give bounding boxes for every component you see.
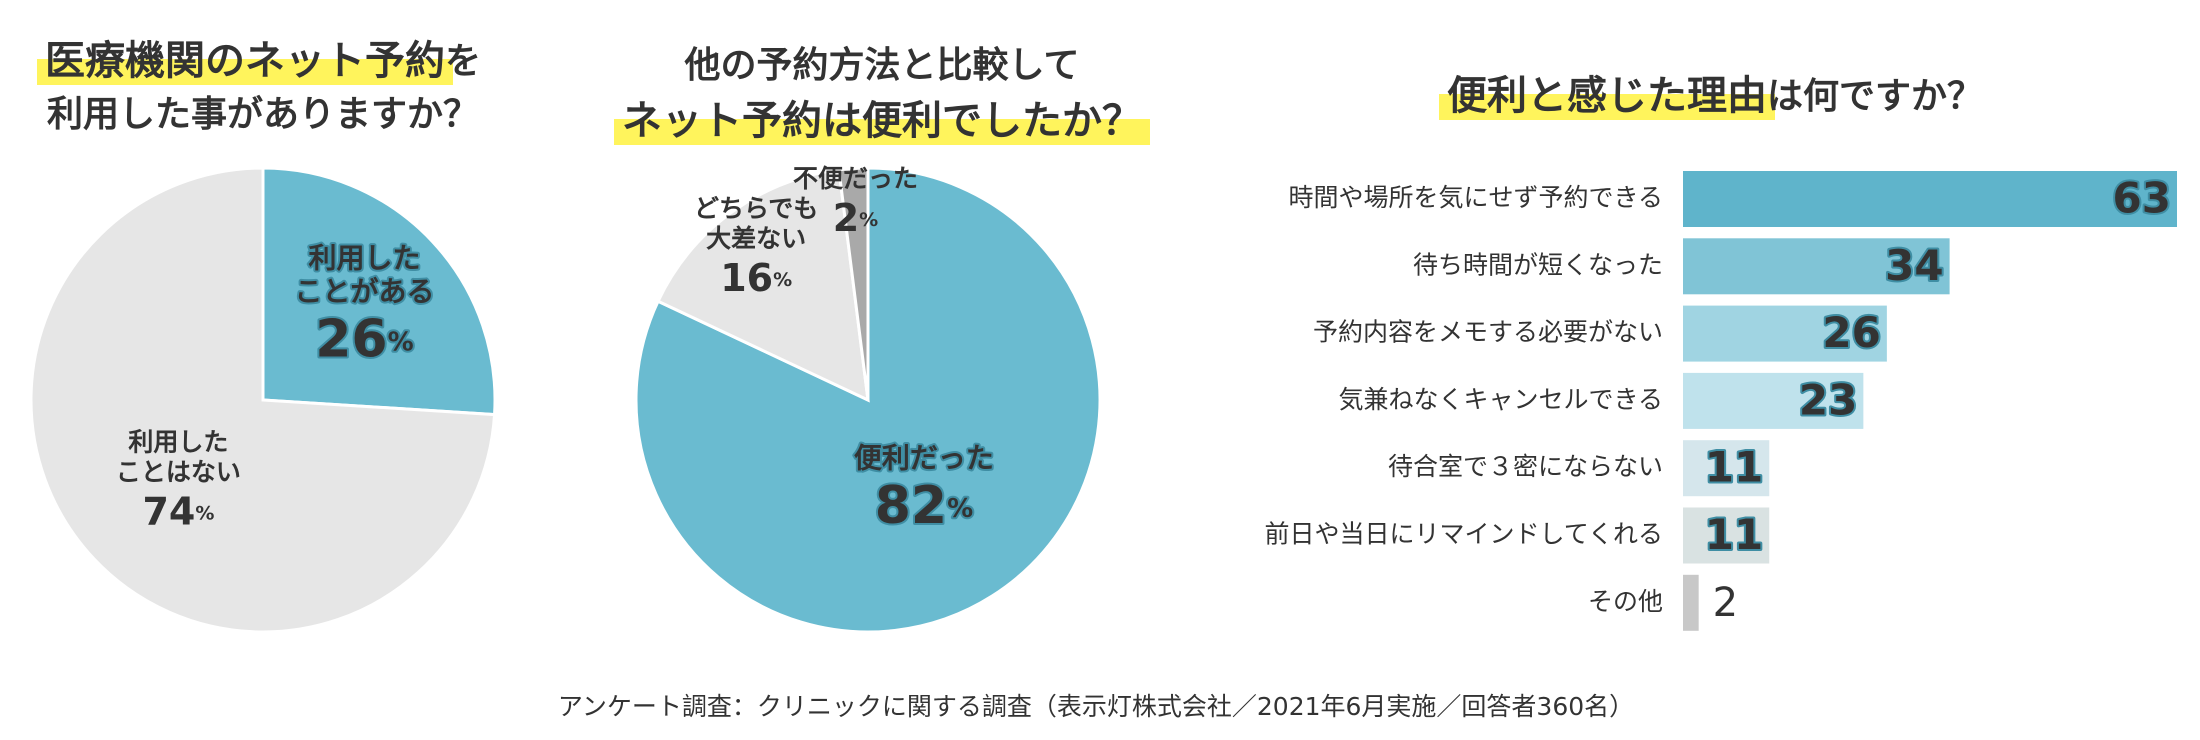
bar-value-label: 2 xyxy=(1713,580,1742,626)
slice-label: 利用した xyxy=(308,241,420,274)
slice-label: 不便だった xyxy=(793,164,918,193)
bar-category-label: 気兼ねなくキャンセルできる xyxy=(1338,385,1663,414)
bar xyxy=(1683,507,1770,564)
bar-value-label: 11 xyxy=(1705,443,1763,492)
slice-unit: % xyxy=(195,502,214,524)
title-text: 他の予約方法と比較して xyxy=(684,45,1080,86)
slice-value-label: 82% xyxy=(875,476,973,536)
title-highlight-text: ネット予約は便利でしたか？ xyxy=(622,98,1142,144)
bar-value-label: 63 xyxy=(2113,174,2171,223)
pie-slice xyxy=(837,166,870,401)
slice-value: 26 xyxy=(315,309,387,369)
bar xyxy=(1683,372,1864,429)
slice-label: 大差ない xyxy=(706,224,806,253)
title-highlight-text: 便利と感じた理由 xyxy=(1447,73,1767,119)
slice-value-label: 16% xyxy=(720,256,792,300)
bar-value-label: 11 xyxy=(1705,510,1763,559)
title-highlight-marker xyxy=(614,119,1150,145)
bar-category-label: 予約内容をメモする必要がない xyxy=(1313,318,1663,347)
slice-value-label: 26% xyxy=(315,309,413,369)
pie-slice xyxy=(261,166,497,417)
source-note: アンケート調査：クリニックに関する調査（表示灯株式会社／2021年6月実施／回答… xyxy=(558,692,1634,721)
bar xyxy=(1683,305,1887,362)
slice-label: 便利だった xyxy=(854,442,994,475)
title-highlight-marker xyxy=(36,59,453,85)
slice-unit: % xyxy=(388,327,414,357)
bar xyxy=(1683,440,1770,497)
slice-label: 利用した xyxy=(128,428,228,457)
bar xyxy=(1683,171,2177,227)
bar-category-label: 待合室で３密にならない xyxy=(1388,452,1663,481)
slice-value: 2 xyxy=(833,195,859,239)
bar-category-label: 時間や場所を気にせず予約できる xyxy=(1288,183,1663,212)
slice-value-label: 2% xyxy=(833,195,879,239)
title-highlight-text: 医療機関のネット予約 xyxy=(45,38,445,84)
title-text: 利用した事がありますか？ xyxy=(47,94,479,135)
pie-slice xyxy=(656,168,870,403)
bar-value-label: 23 xyxy=(1799,375,1857,424)
slice-value-label: 74% xyxy=(142,489,214,533)
slice-value: 74 xyxy=(142,489,195,533)
title-text: は何ですか？ xyxy=(1767,76,1983,117)
bar-value-label: 34 xyxy=(1885,241,1943,290)
slice-unit: % xyxy=(859,208,878,230)
bar-category-label: その他 xyxy=(1588,587,1663,616)
slice-unit: % xyxy=(947,493,973,523)
slice-label: ことはない xyxy=(116,458,241,487)
title-text: を xyxy=(445,41,481,82)
bar xyxy=(1683,574,1699,631)
slice-value: 16 xyxy=(720,256,773,300)
pie-slice xyxy=(29,166,497,634)
slice-unit: % xyxy=(773,269,792,291)
bar-value-label: 26 xyxy=(1822,308,1880,357)
slice-label: ことがある xyxy=(294,275,434,308)
slice-label: どちらでも xyxy=(694,194,818,223)
bar-category-label: 前日や当日にリマインドしてくれる xyxy=(1264,520,1663,549)
title-highlight-marker xyxy=(1438,94,1775,120)
slice-value: 82 xyxy=(875,476,947,536)
bar xyxy=(1683,238,1950,295)
bar-category-label: 待ち時間が短くなった xyxy=(1413,250,1663,279)
